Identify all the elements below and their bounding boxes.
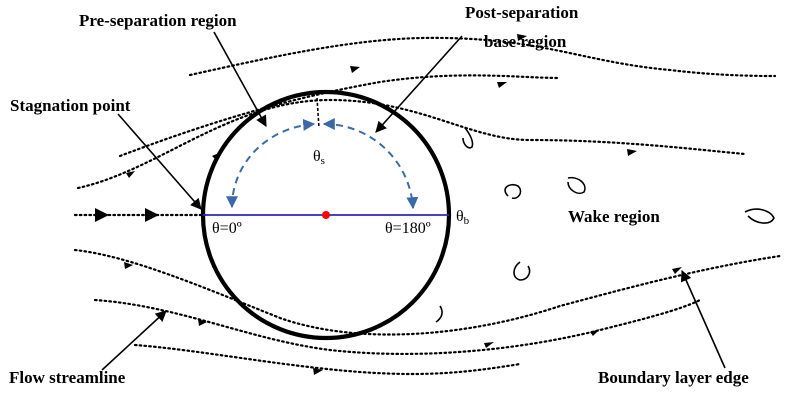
pre-separation-leader xyxy=(213,31,267,127)
streamline xyxy=(73,248,782,336)
streamline xyxy=(133,343,522,376)
flow-streamline-leader xyxy=(101,310,167,371)
arrowhead-icon xyxy=(497,82,507,88)
post-separation-leader xyxy=(375,35,463,133)
eddy xyxy=(462,127,474,149)
stagnation-point-label: Stagnation point xyxy=(10,96,131,115)
separation-marker xyxy=(316,97,320,129)
eddy xyxy=(567,176,586,195)
streamline xyxy=(93,298,702,355)
arrowhead-icon xyxy=(590,329,600,336)
post-separation-arc xyxy=(322,118,419,210)
eddy xyxy=(504,183,522,200)
eddy xyxy=(435,305,443,323)
arrowhead-icon xyxy=(350,66,360,73)
streamline xyxy=(188,36,777,78)
arrowhead-icon xyxy=(95,208,109,222)
incoming-flow xyxy=(73,208,207,222)
pre-separation-label: Pre-separation region xyxy=(79,11,237,30)
wake-eddies xyxy=(435,127,775,323)
streamline xyxy=(76,98,747,190)
theta-s-label: θs xyxy=(313,148,325,167)
wake-region-label: Wake region xyxy=(568,207,660,226)
pre-separation-arc xyxy=(226,118,316,209)
arrowhead-icon xyxy=(198,319,207,326)
arrowhead-icon xyxy=(313,368,323,375)
eddy xyxy=(513,261,531,281)
theta-zero-label: θ=0º xyxy=(212,220,242,237)
arrowhead-icon xyxy=(145,208,159,222)
arrowhead-icon xyxy=(124,262,133,269)
arrowhead-icon xyxy=(672,267,682,274)
arrowhead-icon xyxy=(627,149,637,156)
eddy xyxy=(744,208,775,224)
streamline xyxy=(118,74,562,158)
post-separation-label-line1: Post-separation xyxy=(465,3,579,22)
red-dot-icon xyxy=(322,211,330,219)
arrowhead-icon xyxy=(126,171,135,178)
streamlines-lower xyxy=(73,248,782,376)
post-separation-label-line2: base region xyxy=(484,32,567,51)
boundary-layer-edge-label: Boundary layer edge xyxy=(598,368,749,387)
boundary-layer-leader xyxy=(680,269,726,369)
arrowhead-icon xyxy=(484,342,494,348)
stagnation-leader xyxy=(117,113,202,210)
theta-b-label: θb xyxy=(456,208,470,227)
streamline-arrows xyxy=(124,34,682,375)
theta-180-label: θ=180º xyxy=(385,220,431,237)
arrowhead-icon xyxy=(517,34,527,41)
streamlines-upper xyxy=(76,36,777,190)
flow-streamline-label: Flow streamline xyxy=(9,368,126,387)
